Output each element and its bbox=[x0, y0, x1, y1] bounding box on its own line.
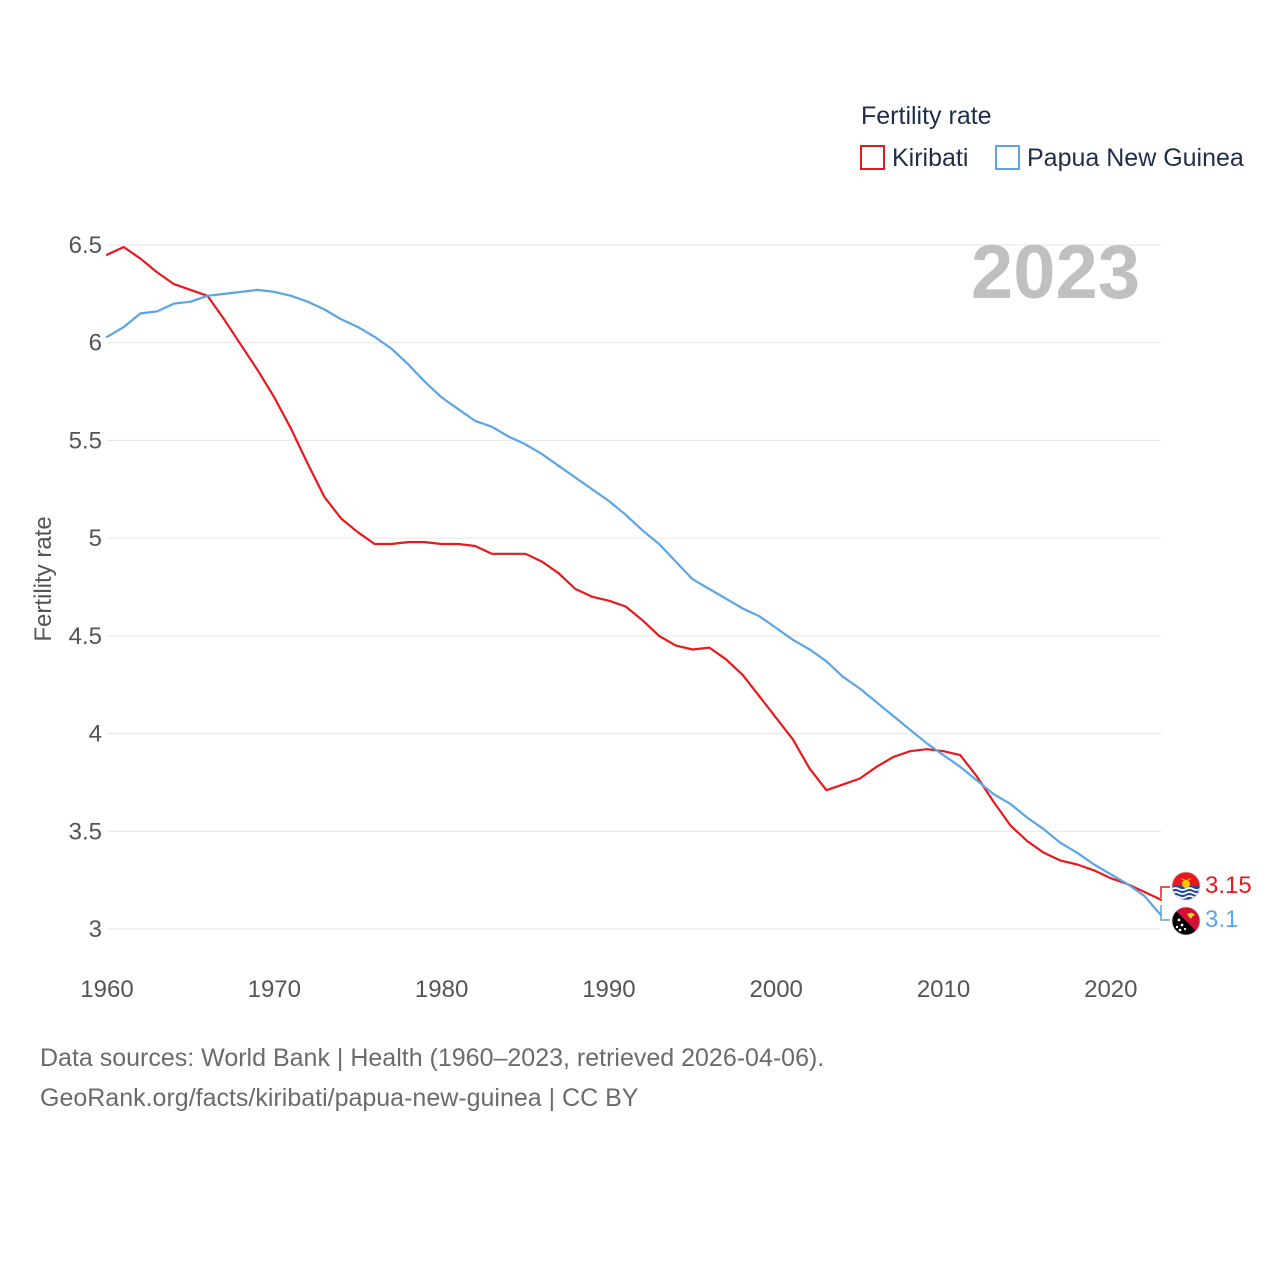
y-tick-label: 6 bbox=[89, 330, 102, 357]
data-source-line: Data sources: World Bank | Health (1960–… bbox=[40, 1044, 825, 1072]
x-tick-label: 1980 bbox=[415, 976, 468, 1003]
y-axis-ticks: 3 3.5 4 4.5 5 5.5 6 6.5 bbox=[69, 232, 102, 943]
legend-item-kiribati[interactable]: Kiribati bbox=[860, 144, 968, 172]
legend-swatch-kiribati bbox=[860, 145, 885, 170]
series-lines bbox=[105, 245, 1163, 917]
y-axis-title: Fertility rate bbox=[30, 516, 57, 641]
legend-swatch-papua-new-guinea bbox=[995, 145, 1020, 170]
y-tick-label: 4 bbox=[89, 721, 102, 748]
legend-label-kiribati: Kiribati bbox=[892, 144, 968, 172]
end-markers: 3.15 3.1 bbox=[1160, 871, 1252, 936]
y-tick-label: 5.5 bbox=[69, 427, 102, 454]
papua-new-guinea-end-value: 3.1 bbox=[1205, 906, 1238, 933]
x-tick-label: 2020 bbox=[1084, 976, 1137, 1003]
y-tick-label: 6.5 bbox=[69, 232, 102, 259]
series-line-papua-new-guinea[interactable] bbox=[105, 288, 1163, 917]
legend[interactable]: Fertility rate Kiribati Papua New Guinea bbox=[860, 102, 1244, 172]
gridlines bbox=[107, 244, 1161, 930]
x-tick-label: 2010 bbox=[917, 976, 970, 1003]
legend-title: Fertility rate bbox=[861, 102, 992, 130]
papua-new-guinea-end-connector bbox=[1160, 905, 1170, 921]
x-tick-label: 1960 bbox=[80, 976, 133, 1003]
y-tick-label: 5 bbox=[89, 525, 102, 552]
x-tick-label: 2000 bbox=[750, 976, 803, 1003]
y-tick-label: 3 bbox=[89, 916, 102, 943]
kiribati-end-value: 3.15 bbox=[1205, 872, 1252, 899]
year-label: 2023 bbox=[971, 230, 1140, 315]
kiribati-flag-icon bbox=[1171, 871, 1201, 901]
y-tick-label: 3.5 bbox=[69, 818, 102, 845]
series-line-kiribati[interactable] bbox=[105, 245, 1163, 901]
x-axis-ticks: 1960 1970 1980 1990 2000 2010 2020 bbox=[80, 976, 1137, 1003]
line-chart: 3 3.5 4 4.5 5 5.5 6 6.5 1960 1970 1980 1990 2000 201… bbox=[30, 102, 1252, 1003]
x-tick-label: 1970 bbox=[248, 976, 301, 1003]
y-tick-label: 4.5 bbox=[69, 623, 102, 650]
source-url-line[interactable]: GeoRank.org/facts/kiribati/papua-new-gui… bbox=[40, 1084, 639, 1112]
x-tick-label: 1990 bbox=[582, 976, 635, 1003]
legend-item-papua-new-guinea[interactable]: Papua New Guinea bbox=[995, 144, 1244, 172]
legend-label-papua-new-guinea: Papua New Guinea bbox=[1027, 144, 1244, 172]
papua-new-guinea-flag-icon bbox=[1171, 906, 1201, 936]
kiribati-end-connector bbox=[1160, 886, 1170, 898]
